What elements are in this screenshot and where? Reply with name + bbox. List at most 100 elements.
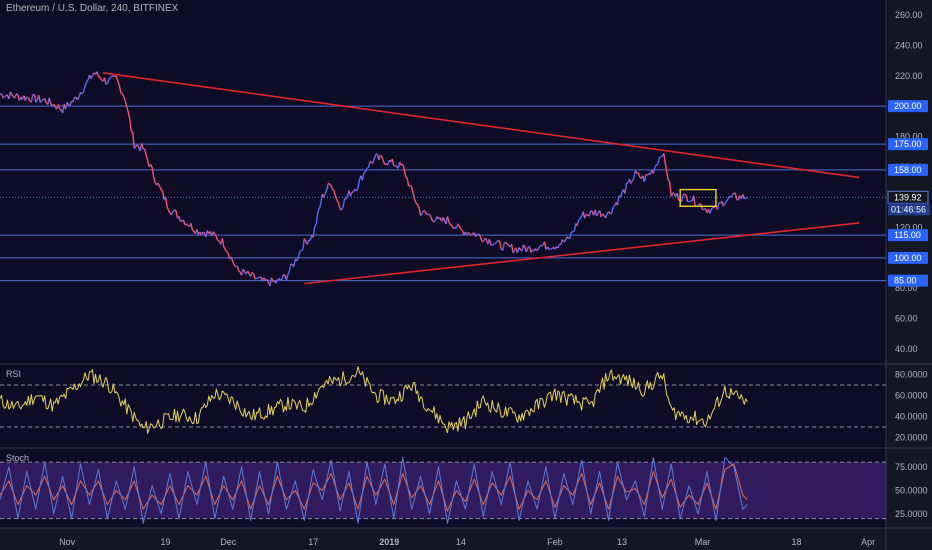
price-candle [491, 243, 495, 246]
price-candle [626, 182, 629, 184]
price-candle [334, 196, 338, 201]
price-candle [415, 202, 419, 206]
price-candle [391, 158, 395, 166]
price-candle [330, 185, 334, 190]
price-candle [578, 218, 581, 221]
price-candle [146, 159, 150, 168]
price-candle [598, 210, 602, 218]
price-candle [238, 269, 241, 273]
stoch-tick-label: 50.0000 [895, 485, 928, 495]
price-candle [41, 98, 44, 102]
price-candle [699, 202, 702, 205]
price-candle [412, 193, 416, 200]
level-badge-label: 200.00 [894, 101, 922, 111]
price-candle [299, 249, 302, 253]
price-candle [709, 208, 713, 214]
price-candle [420, 213, 423, 217]
price-candle [357, 179, 361, 189]
level-badge [888, 251, 928, 264]
price-candle [602, 213, 605, 216]
price-candle [315, 212, 319, 225]
price-candle [522, 244, 526, 249]
price-candle [457, 223, 461, 227]
price-candle [711, 206, 714, 210]
price-candle [730, 194, 733, 198]
price-candle [161, 190, 165, 200]
price-candle [432, 220, 435, 223]
price-candle [172, 209, 176, 212]
price-candle [185, 223, 189, 227]
price-tick-label: 260.00 [895, 10, 923, 20]
price-candle [323, 193, 326, 198]
price-candle [384, 163, 387, 166]
price-tick-label: 180.00 [895, 132, 923, 142]
price-candle [317, 208, 320, 213]
price-candle [157, 182, 161, 187]
price-candle [59, 108, 62, 111]
price-candle [630, 180, 634, 184]
price-candle [3, 94, 7, 98]
price-candle [27, 97, 31, 102]
price-candle [126, 106, 129, 113]
price-candle [278, 278, 281, 281]
price-candle [236, 266, 240, 271]
price-candle [660, 155, 663, 158]
price-candle [604, 213, 608, 219]
price-candle [230, 256, 234, 262]
price-candle [190, 223, 194, 231]
price-candle [532, 249, 535, 252]
price-candle [525, 246, 529, 253]
price-candle [506, 243, 510, 246]
price-candle [663, 153, 666, 163]
price-candle [145, 155, 149, 161]
price-candle [584, 214, 587, 219]
price-candle [460, 228, 463, 232]
price-candle [510, 244, 514, 253]
price-candle [361, 172, 365, 181]
price-candle [44, 98, 47, 104]
price-candle [30, 94, 34, 103]
price-candle [631, 177, 635, 181]
price-candle [90, 75, 94, 79]
price-candle [501, 243, 505, 251]
price-candle [78, 92, 82, 98]
price-candle [150, 164, 153, 168]
price-candle [742, 194, 745, 199]
price-candle [722, 203, 726, 207]
price-candle [226, 251, 229, 254]
price-candle [403, 168, 407, 178]
price-candle [367, 161, 371, 168]
price-candle [512, 250, 516, 254]
price-candle [288, 263, 292, 272]
price-candle [373, 153, 377, 159]
x-tick-label: Dec [220, 537, 237, 547]
x-tick-label: Mar [695, 537, 711, 547]
price-candle [528, 246, 532, 253]
price-candle [637, 172, 641, 178]
x-tick-label: Feb [547, 537, 563, 547]
price-candle [114, 75, 117, 78]
x-tick-label: 13 [617, 537, 627, 547]
price-candle [530, 249, 534, 253]
price-candle [697, 203, 701, 207]
price-candle [349, 191, 353, 197]
price-candle [433, 219, 436, 223]
stoch-k-line [0, 456, 748, 524]
range-box [679, 188, 717, 207]
price-candle [227, 253, 231, 260]
price-tick-label: 60.00 [895, 314, 918, 324]
price-candle [450, 224, 453, 227]
price-candle [141, 143, 144, 150]
price-candle [115, 76, 119, 82]
price-candle [733, 192, 736, 195]
price-candle [81, 91, 85, 95]
price-candle [654, 164, 657, 168]
price-candle [76, 96, 80, 101]
price-candle [246, 270, 250, 275]
price-candle [619, 192, 623, 198]
x-tick-label: 18 [791, 537, 801, 547]
price-candle [33, 94, 37, 103]
price-candle [324, 190, 328, 194]
price-candle [645, 174, 648, 176]
